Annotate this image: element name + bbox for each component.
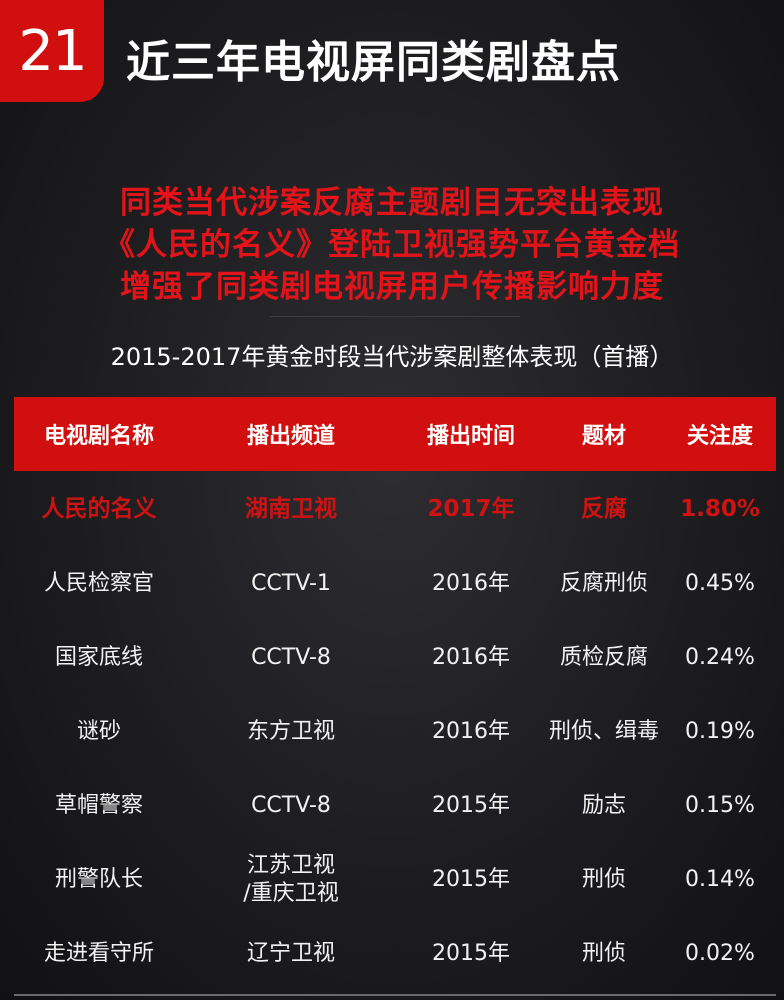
table-row: 人民检察官 CCTV-1 2016年 反腐刑侦 0.45% (14, 547, 776, 621)
cell-channel: 东方卫视 (246, 719, 335, 744)
header-drama-name: 电视剧名称 (43, 424, 154, 449)
cell-air-time: 2016年 (432, 571, 510, 596)
section-divider (270, 316, 520, 317)
cell-channel-line-1: 江苏卫视 (246, 853, 335, 878)
header-air-time: 播出时间 (426, 424, 515, 449)
cell-channel: CCTV-1 (251, 571, 331, 596)
cell-channel-line-2: /重庆卫视 (243, 881, 339, 906)
table-row: 草帽警察 CCTV-8 2015年 励志 0.15% (14, 769, 776, 843)
table-row: 谜砂 东方卫视 2016年 刑侦、缉毒 0.19% (14, 695, 776, 769)
cell-air-time: 2017年 (427, 496, 515, 522)
table-row: 国家底线 CCTV-8 2016年 质检反腐 0.24% (14, 621, 776, 695)
header-channel: 播出频道 (246, 424, 335, 449)
cell-genre: 刑侦 (581, 867, 626, 892)
cell-air-time: 2015年 (432, 867, 510, 892)
cell-genre: 励志 (581, 793, 626, 818)
cell-channel: CCTV-8 (251, 793, 331, 818)
cell-drama-name: 谜砂 (76, 719, 121, 744)
table-subtitle: 2015-2017年黄金时段当代涉案剧整体表现（首播） (110, 343, 674, 371)
table-header-row: 电视剧名称 播出频道 播出时间 题材 关注度 (14, 397, 776, 471)
page-number-badge: 21 (0, 0, 104, 102)
cell-attention: 0.19% (685, 719, 755, 744)
cell-channel: CCTV-8 (251, 645, 331, 670)
cell-drama-name: 人民检察官 (43, 571, 154, 596)
cell-attention: 0.15% (685, 793, 755, 818)
cell-attention: 1.80% (680, 496, 760, 522)
cell-genre: 反腐 (581, 496, 627, 522)
cell-attention: 0.02% (685, 941, 755, 966)
cell-channel: 辽宁卫视 (246, 941, 335, 966)
table-row: 走进看守所 辽宁卫视 2015年 刑侦 0.02% (14, 917, 776, 991)
cell-genre: 反腐刑侦 (559, 571, 648, 596)
cell-drama-name: 草帽警察 (54, 793, 143, 818)
bottom-divider (14, 994, 776, 996)
cell-drama-name: 走进看守所 (43, 941, 154, 966)
header-genre: 题材 (581, 424, 626, 449)
cell-attention: 0.45% (685, 571, 755, 596)
cell-genre: 刑侦、缉毒 (548, 719, 659, 744)
table-row-highlight: 人民的名义 湖南卫视 2017年 反腐 1.80% (14, 471, 776, 547)
cell-drama-name: 刑警队长 (54, 867, 143, 892)
page-title: 近三年电视屏同类剧盘点 (126, 37, 621, 88)
headline-line-3: 增强了同类剧电视屏用户传播影响力度 (120, 269, 664, 305)
cell-air-time: 2015年 (432, 793, 510, 818)
cell-genre: 刑侦 (581, 941, 626, 966)
cell-attention: 0.14% (685, 867, 755, 892)
cell-channel: 江苏卫视 /重庆卫视 (184, 852, 398, 908)
headline-line-1: 同类当代涉案反腐主题剧目无突出表现 (120, 185, 664, 221)
drama-performance-table: 电视剧名称 播出频道 播出时间 题材 关注度 人民的名义 湖南卫视 2017年 … (14, 397, 776, 991)
headline-line-2: 《人民的名义》登陆卫视强势平台黄金档 (104, 227, 680, 263)
cell-attention: 0.24% (685, 645, 755, 670)
cell-drama-name: 国家底线 (54, 645, 143, 670)
cell-air-time: 2016年 (432, 719, 510, 744)
table-row: 刑警队长 江苏卫视 /重庆卫视 2015年 刑侦 0.14% (14, 843, 776, 917)
cell-air-time: 2015年 (432, 941, 510, 966)
cell-drama-name: 人民的名义 (41, 496, 157, 522)
cell-air-time: 2016年 (432, 645, 510, 670)
cell-channel: 湖南卫视 (245, 496, 337, 522)
header-attention: 关注度 (686, 424, 753, 449)
cell-genre: 质检反腐 (559, 645, 648, 670)
